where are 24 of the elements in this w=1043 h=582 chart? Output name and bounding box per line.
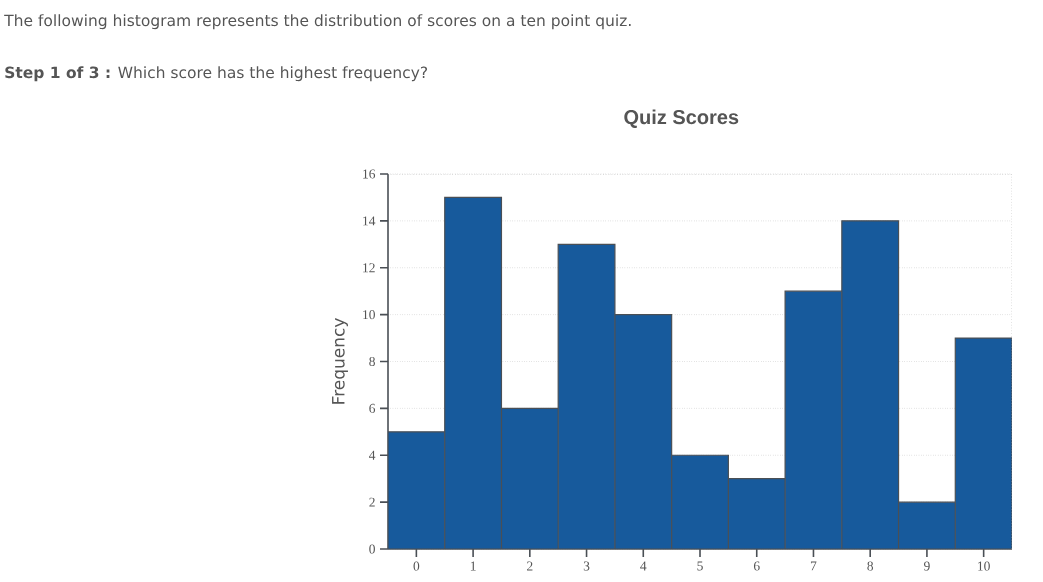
x-tick-label: 5	[697, 561, 703, 571]
chart-title: Quiz Scores	[624, 109, 739, 128]
x-tick-label: 10	[978, 561, 990, 571]
text: The following histogram represents the distribution of scores on a ten point quiz.	[4, 14, 631, 30]
y-tick-label: 8	[369, 356, 375, 367]
y-tick-label: 14	[363, 216, 376, 226]
text: Step 1 of 3 : Which score has the highest frequency?	[5, 66, 428, 82]
y-tick-label: 4	[369, 450, 376, 460]
x-tick-label: 4	[640, 561, 647, 571]
y-tick-label: 2	[369, 497, 375, 507]
x-tick-label: 8	[867, 561, 874, 571]
x-tick-label: 0	[413, 561, 420, 571]
x-tick-label: 2	[527, 561, 533, 571]
x-tick-label: 1	[470, 561, 476, 571]
y-tick-label: 0	[369, 544, 375, 554]
y-tick-label: 12	[363, 263, 375, 273]
y-tick-label: 6	[369, 403, 376, 413]
y-axis-title: Frequency	[332, 318, 348, 404]
x-tick-label: 9	[923, 561, 930, 571]
y-tick-label: 10	[363, 310, 375, 320]
y-tick-label: 16	[363, 169, 376, 179]
x-tick-label: 7	[810, 561, 817, 571]
x-tick-label: 3	[583, 561, 590, 571]
x-tick-label: 6	[753, 561, 760, 571]
